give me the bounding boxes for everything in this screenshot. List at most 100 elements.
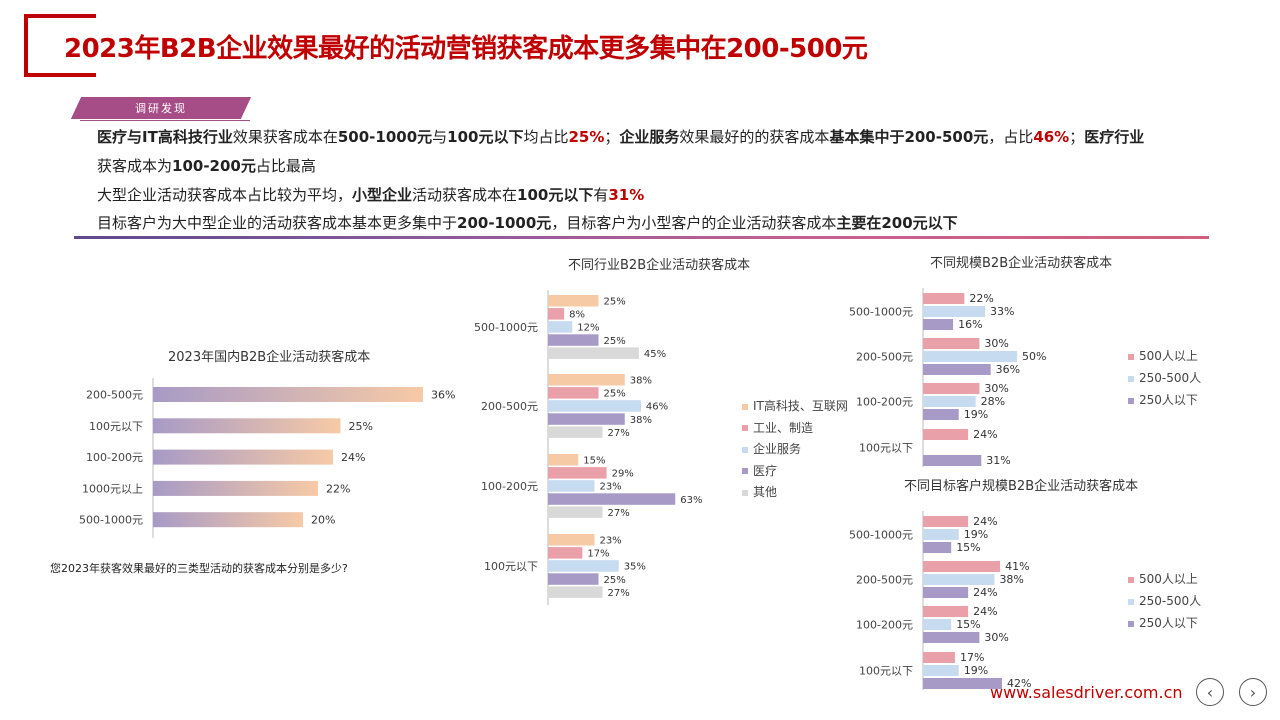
data-label: 46% — [646, 402, 668, 413]
legend-item: 企业服务 — [742, 440, 848, 462]
data-label: 15% — [956, 541, 980, 554]
data-label: 25% — [604, 336, 626, 347]
bar — [548, 308, 565, 320]
data-label: 27% — [608, 588, 630, 599]
page-title: 2023年B2B企业效果最好的活动营销获客成本更多集中在200-500元 — [64, 34, 868, 64]
finding-line-2: 获客成本为100-200元占比最高 — [97, 155, 316, 176]
data-label: 38% — [630, 376, 652, 387]
legend-swatch — [1128, 576, 1134, 583]
finding-text: 500-1000元 — [337, 128, 433, 146]
bar — [923, 561, 1001, 572]
legend-label: 企业服务 — [753, 442, 802, 456]
bar — [548, 454, 579, 466]
title-bracket-top — [24, 14, 96, 18]
data-label: 36% — [996, 363, 1020, 376]
data-label: 24% — [973, 515, 997, 528]
legend-label: IT高科技、互联网 — [753, 399, 848, 413]
data-label: 36% — [431, 389, 455, 402]
finding-text: 与 — [432, 128, 448, 146]
bar — [548, 506, 603, 518]
data-label: 25% — [604, 575, 626, 586]
data-label: 27% — [608, 428, 630, 439]
chart-title-size: 不同规模B2B企业活动获客成本 — [930, 256, 1113, 271]
finding-text: ； — [604, 128, 620, 146]
legend-swatch — [1128, 598, 1134, 605]
prev-page-button[interactable]: ‹ — [1196, 678, 1224, 706]
bar — [548, 400, 641, 412]
data-label: 30% — [984, 337, 1008, 350]
bar — [153, 480, 318, 496]
tick-label: 100-200元 — [856, 396, 913, 409]
tick-label: 100-200元 — [86, 451, 143, 464]
data-label: 25% — [604, 389, 626, 400]
bar — [923, 632, 980, 643]
legend-label: 250人以下 — [1139, 393, 1198, 407]
finding-text: 100元以下 — [447, 128, 524, 146]
chart-industry: 500-1000元 25% 8% 12% 25% 45% 200-500元 38% 25% 46%… — [474, 290, 702, 605]
data-label: 19% — [964, 408, 988, 421]
finding-text: 均占比 — [523, 128, 569, 146]
data-label: 19% — [964, 528, 988, 541]
bar — [923, 306, 986, 317]
bar — [923, 678, 1002, 689]
bar — [153, 449, 333, 465]
legend-label: 医疗 — [753, 463, 778, 478]
bar — [548, 413, 625, 425]
finding-text: 获客成本为 — [97, 157, 173, 175]
next-page-button[interactable]: › — [1239, 678, 1267, 706]
bar — [153, 418, 341, 434]
finding-text: 医疗与IT高科技行业 — [97, 128, 233, 146]
legend-item: 500人以上 — [1128, 347, 1201, 369]
findings-tag-label: 调研发现 — [135, 102, 187, 115]
legend-target-size: 500人以上 250-500人 250人以下 — [1128, 570, 1201, 636]
bar — [923, 338, 980, 349]
data-label: 42% — [1007, 677, 1031, 690]
data-label: 24% — [341, 451, 365, 464]
data-label: 23% — [599, 536, 621, 547]
data-label: 45% — [644, 349, 666, 360]
bar — [548, 387, 599, 399]
data-label: 22% — [326, 482, 350, 495]
data-label: 35% — [624, 562, 646, 573]
finding-text: ； — [1069, 128, 1085, 146]
data-label: 30% — [984, 631, 1008, 644]
data-label: 28% — [981, 395, 1005, 408]
tick-label: 500-1000元 — [79, 514, 143, 527]
bar — [548, 586, 603, 598]
findings-tag-underline — [80, 120, 250, 121]
bar — [923, 606, 969, 617]
legend-label: 500人以上 — [1139, 572, 1198, 586]
legend-size: 500人以上 250-500人 250人以下 — [1128, 347, 1201, 413]
legend-swatch — [1128, 397, 1134, 404]
data-label: 38% — [999, 573, 1023, 586]
bar — [923, 364, 991, 375]
finding-text: 目标客户为大中型企业的活动获客成本基本更多集中于 — [97, 214, 458, 232]
tick-label: 200-500元 — [856, 351, 913, 364]
data-label: 50% — [1022, 350, 1046, 363]
data-label: 17% — [587, 549, 609, 560]
data-label: 15% — [956, 618, 980, 631]
finding-text: ，占比 — [988, 128, 1034, 146]
finding-text: 主要在200元以下 — [836, 214, 958, 232]
bar — [923, 529, 959, 540]
bar — [923, 319, 954, 330]
finding-line-4: 目标客户为大中型企业的活动获客成本基本更多集中于200-1000元，目标客户为小… — [97, 212, 958, 233]
tick-label: 200-500元 — [481, 400, 538, 413]
legend-swatch — [742, 403, 748, 410]
data-label: 19% — [964, 664, 988, 677]
data-label: 24% — [973, 586, 997, 599]
finding-text: ，目标客户为小型客户的企业活动获客成本 — [551, 214, 837, 232]
data-label: 25% — [604, 297, 626, 308]
legend-swatch — [742, 489, 748, 496]
finding-highlight: 31% — [608, 186, 645, 204]
finding-text: 活动获客成本在 — [412, 186, 518, 204]
website-link[interactable]: www.salesdriver.com.cn — [990, 683, 1183, 702]
finding-text: 100-200元 — [172, 157, 256, 175]
finding-text: 小型企业 — [352, 186, 413, 204]
legend-item: 医疗 — [742, 462, 848, 484]
legend-swatch — [742, 468, 748, 474]
data-label: 17% — [960, 651, 984, 664]
legend-swatch — [1128, 620, 1134, 627]
data-label: 31% — [986, 454, 1010, 467]
bar — [923, 351, 1017, 362]
